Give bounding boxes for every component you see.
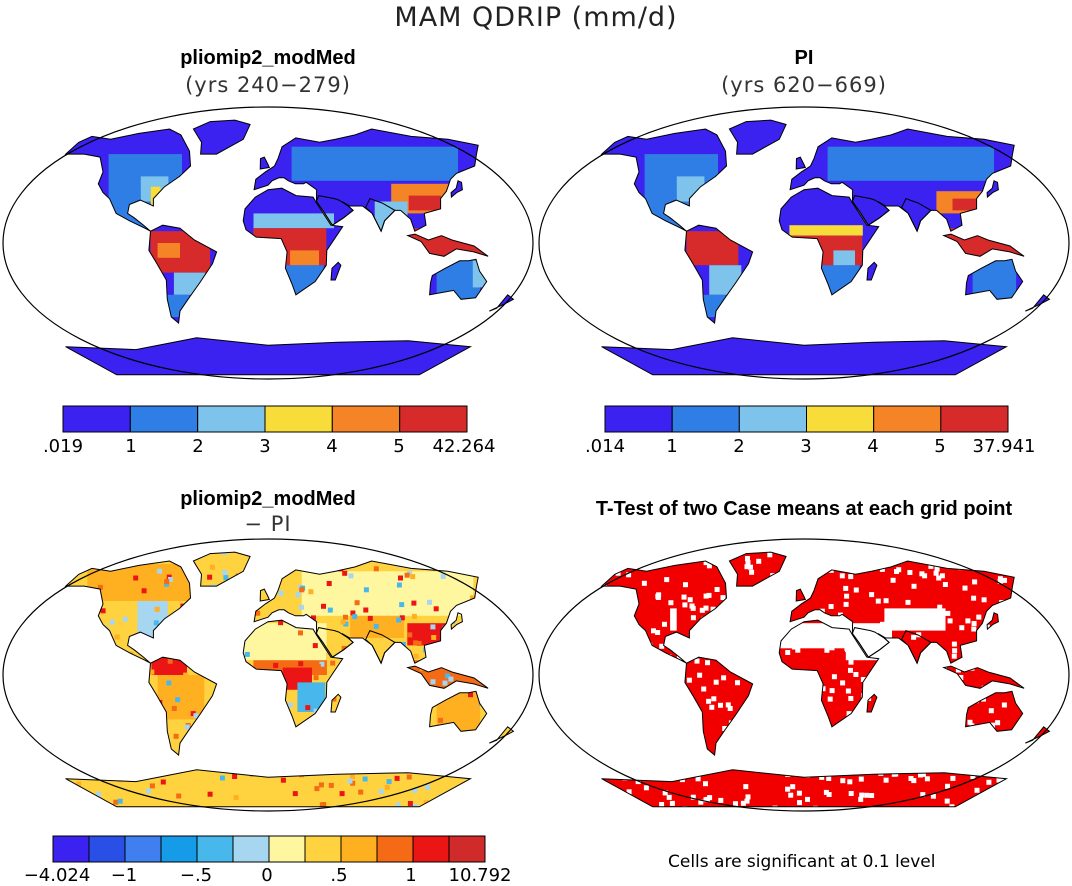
panel2-subtitle: (yrs 620−669) — [721, 73, 887, 97]
colorbar-swatch — [412, 835, 450, 863]
colorbar-swatch — [268, 835, 306, 863]
map-border — [538, 538, 1070, 812]
colorbar-pi — [604, 405, 1009, 433]
colorbar-swatch — [160, 835, 198, 863]
coastlines — [600, 551, 1051, 808]
colorbar-swatch — [671, 405, 740, 433]
panel1-subtitle: (yrs 240−279) — [185, 73, 351, 97]
colorbar-tick-label: 2 — [192, 436, 204, 457]
colorbar-swatch — [604, 405, 673, 433]
colorbar-tick-label: −.5 — [179, 865, 213, 886]
colorbar-swatch — [88, 835, 126, 863]
colorbar-tick-label: 5 — [393, 436, 405, 457]
colorbar-swatch — [448, 835, 486, 863]
figure-title: MAM QDRIP (mm/d) — [394, 2, 678, 33]
map-border — [2, 538, 534, 812]
colorbar-swatch — [124, 835, 162, 863]
coastlines — [64, 551, 515, 808]
colorbar-tick-label: 1 — [666, 436, 678, 457]
colorbar-difference — [52, 835, 486, 863]
colorbar-swatch — [738, 405, 807, 433]
map-pi — [538, 106, 1070, 380]
colorbar-swatch — [399, 405, 468, 433]
colorbar-swatch — [62, 405, 131, 433]
colorbar-tick-label: .014 — [584, 436, 626, 457]
colorbar-tick-label: 4 — [326, 436, 338, 457]
colorbar-swatch — [52, 835, 90, 863]
colorbar-swatch — [232, 835, 270, 863]
colorbar-swatch — [340, 835, 378, 863]
colorbar-swatch — [940, 405, 1009, 433]
colorbar-tick-label: 3 — [800, 436, 812, 457]
map-border — [2, 106, 534, 380]
colorbar-modmed — [62, 405, 468, 433]
panel3-subtitle: − PI — [244, 512, 292, 536]
coastlines — [600, 119, 1051, 376]
colorbar-swatch — [197, 405, 266, 433]
map-border — [538, 106, 1070, 380]
colorbar-tick-label: 1 — [405, 865, 417, 886]
panel4-title: T-Test of two Case means at each grid po… — [595, 498, 1013, 520]
colorbar-tick-label: 2 — [733, 436, 745, 457]
colorbar-tick-label: 10.792 — [448, 865, 512, 886]
colorbar-swatch — [129, 405, 199, 433]
colorbar-swatch — [331, 405, 401, 433]
panel1-title: pliomip2_modMed — [180, 47, 356, 69]
colorbar-tick-label: 4 — [867, 436, 879, 457]
colorbar-swatch — [806, 405, 875, 433]
colorbar-swatch — [304, 835, 342, 863]
colorbar-tick-label: 5 — [934, 436, 946, 457]
colorbar-tick-label: 1 — [125, 436, 137, 457]
colorbar-tick-label: 3 — [259, 436, 271, 457]
colorbar-swatch — [376, 835, 414, 863]
panel3-title: pliomip2_modMed — [180, 488, 356, 510]
significance-footnote: Cells are significant at 0.1 level — [668, 852, 936, 872]
colorbar-tick-label: −1 — [110, 865, 138, 886]
colorbar-tick-label: 42.264 — [432, 436, 496, 457]
colorbar-tick-label: .019 — [42, 436, 84, 457]
colorbar-tick-label: 37.941 — [972, 436, 1036, 457]
colorbar-tick-label: −4.024 — [23, 865, 91, 886]
panel2-title: PI — [794, 47, 814, 69]
map-modmed — [2, 106, 534, 380]
colorbar-tick-label: 0 — [261, 865, 273, 886]
colorbar-swatch — [264, 405, 333, 433]
colorbar-swatch — [873, 405, 942, 433]
coastlines — [64, 119, 515, 376]
colorbar-tick-label: .5 — [330, 865, 348, 886]
colorbar-swatch — [196, 835, 234, 863]
map-ttest — [538, 538, 1070, 812]
map-difference — [2, 538, 534, 812]
